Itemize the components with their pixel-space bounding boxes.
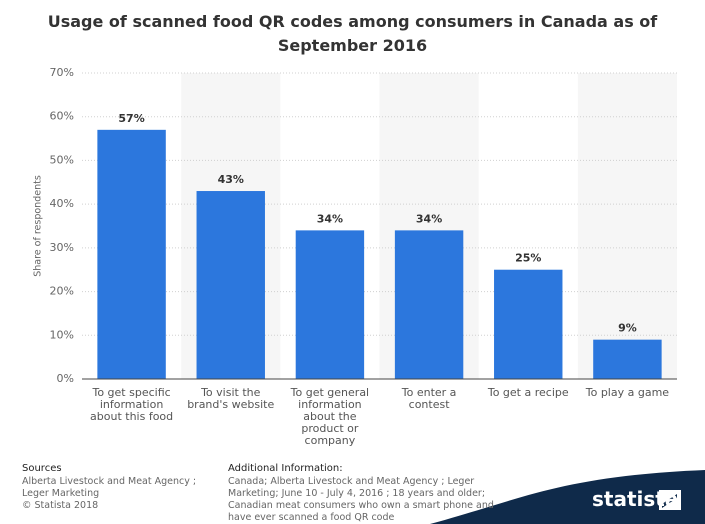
band-stripe bbox=[577, 73, 677, 379]
bar bbox=[394, 230, 464, 379]
value-label: 57% bbox=[118, 112, 144, 125]
y-tick-label: 60% bbox=[50, 110, 74, 123]
x-tick-label-box: To visit the brand's website bbox=[187, 387, 275, 411]
y-axis-label: Share of respondents bbox=[33, 175, 44, 277]
y-tick-label: 30% bbox=[50, 241, 74, 254]
copyright: © Statista 2018 bbox=[22, 500, 99, 511]
bar bbox=[593, 339, 662, 379]
value-label: 34% bbox=[317, 212, 343, 225]
bar bbox=[494, 269, 563, 379]
chart-title: Usage of scanned food QR codes among con… bbox=[47, 12, 658, 55]
value-label: 9% bbox=[618, 322, 637, 335]
y-tick-label: 20% bbox=[50, 285, 74, 298]
x-tick-label-box: To enter a contest bbox=[401, 387, 457, 411]
x-tick-label: To get specific information about this f… bbox=[90, 387, 174, 423]
logo: statista bbox=[592, 487, 679, 511]
bar bbox=[196, 191, 265, 379]
x-tick-label-box: To get a recipe bbox=[487, 387, 569, 399]
y-tick-label: 10% bbox=[50, 328, 74, 341]
y-tick-label: 0% bbox=[57, 372, 74, 385]
y-tick-label: 40% bbox=[50, 197, 74, 210]
x-tick-label: To enter a contest bbox=[401, 387, 457, 411]
x-tick-label: To play a game bbox=[585, 387, 670, 399]
y-tick-label: 50% bbox=[50, 153, 74, 166]
bar bbox=[295, 230, 365, 379]
x-tick-label-box: To play a game bbox=[585, 387, 670, 399]
x-tick-label: To get general information about the pro… bbox=[290, 387, 370, 447]
x-tick-label: To get a recipe bbox=[487, 387, 569, 399]
footer-wave bbox=[430, 470, 705, 524]
sources: Alberta Livestock and Meat Agency ; Lege… bbox=[22, 476, 197, 499]
x-tick-label-box: To get specific information about this f… bbox=[90, 387, 174, 423]
value-label: 34% bbox=[416, 212, 442, 225]
info: Canada; Alberta Livestock and Meat Agenc… bbox=[228, 476, 494, 523]
info-title: Additional Information: bbox=[228, 463, 343, 474]
value-label: 43% bbox=[218, 173, 244, 186]
y-tick-label: 70% bbox=[50, 66, 74, 79]
sources-title: Sources bbox=[22, 463, 62, 474]
bar bbox=[97, 129, 166, 379]
logo-icon-mark bbox=[662, 494, 677, 508]
value-label: 25% bbox=[515, 252, 541, 265]
x-tick-label-box: To get general information about the pro… bbox=[290, 387, 370, 447]
x-tick-label: To visit the brand's website bbox=[187, 387, 275, 411]
